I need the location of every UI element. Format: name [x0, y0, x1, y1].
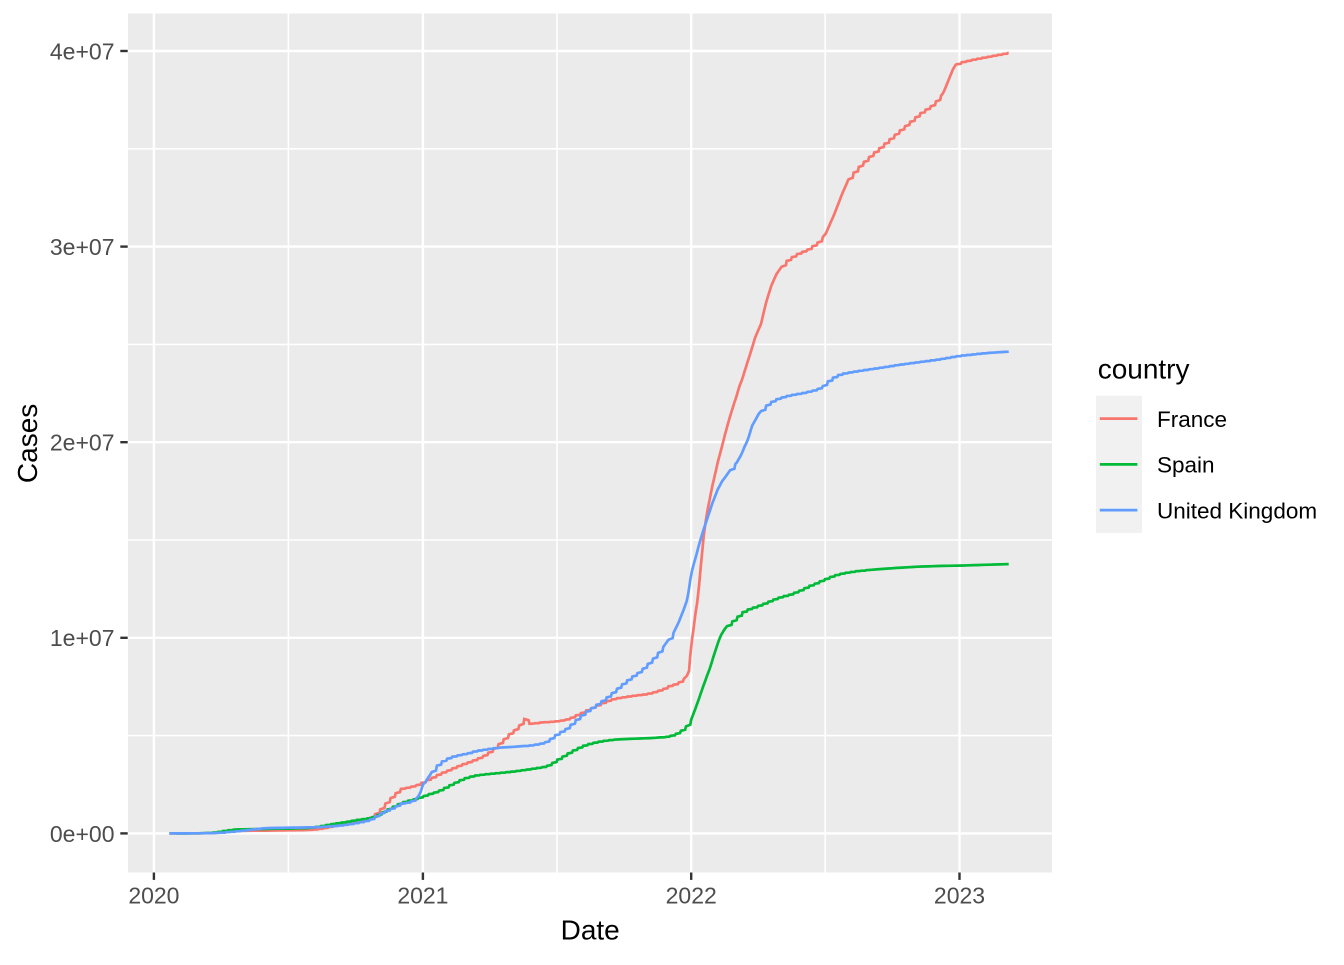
- svg-text:2023: 2023: [934, 883, 985, 909]
- svg-text:France: France: [1157, 407, 1227, 432]
- svg-text:0e+00: 0e+00: [50, 821, 115, 847]
- svg-text:Spain: Spain: [1157, 453, 1215, 478]
- svg-text:2022: 2022: [666, 883, 717, 909]
- svg-text:2021: 2021: [397, 883, 448, 909]
- svg-text:Date: Date: [561, 914, 620, 945]
- svg-text:2e+07: 2e+07: [50, 430, 115, 456]
- svg-text:4e+07: 4e+07: [50, 38, 115, 64]
- svg-text:country: country: [1098, 354, 1190, 385]
- svg-text:2020: 2020: [128, 883, 179, 909]
- svg-text:3e+07: 3e+07: [50, 234, 115, 260]
- svg-text:1e+07: 1e+07: [50, 625, 115, 651]
- svg-text:United Kingdom: United Kingdom: [1157, 498, 1317, 523]
- svg-text:Cases: Cases: [12, 404, 43, 483]
